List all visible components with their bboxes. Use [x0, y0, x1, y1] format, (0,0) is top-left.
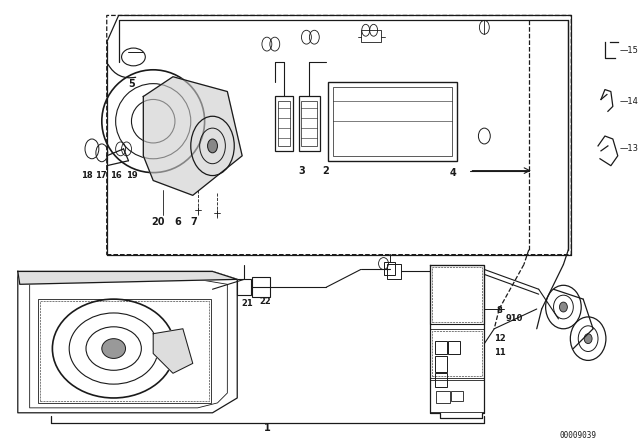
Ellipse shape — [102, 339, 125, 358]
Text: 7: 7 — [191, 217, 198, 227]
Text: 5: 5 — [129, 79, 135, 89]
Bar — [38, 299, 211, 403]
Text: 8: 8 — [496, 306, 502, 315]
Text: 2: 2 — [322, 166, 329, 176]
Bar — [40, 301, 209, 401]
Ellipse shape — [584, 334, 592, 344]
Text: 910: 910 — [506, 314, 524, 323]
Text: 1: 1 — [264, 422, 270, 433]
Bar — [278, 101, 290, 146]
Bar — [252, 277, 270, 297]
Bar — [432, 267, 483, 322]
Bar — [361, 30, 381, 42]
Bar — [237, 280, 251, 295]
Bar — [383, 262, 396, 276]
Bar — [430, 264, 484, 324]
Text: 4: 4 — [450, 168, 456, 177]
Bar — [435, 340, 447, 354]
Bar — [432, 331, 483, 376]
Text: 20: 20 — [151, 217, 164, 227]
Text: 17: 17 — [95, 171, 106, 180]
Text: 18: 18 — [81, 171, 93, 180]
Bar — [430, 329, 484, 378]
Text: 21: 21 — [241, 298, 253, 308]
Text: 3: 3 — [298, 166, 305, 176]
Bar — [301, 101, 317, 146]
Polygon shape — [18, 271, 237, 284]
Text: 11: 11 — [494, 348, 506, 357]
Bar — [333, 86, 452, 156]
Bar — [451, 391, 463, 401]
Ellipse shape — [207, 139, 218, 153]
Text: 16: 16 — [109, 171, 122, 180]
Bar — [275, 96, 292, 151]
Text: 6: 6 — [174, 217, 180, 227]
Text: 22: 22 — [259, 297, 271, 306]
Text: —13: —13 — [620, 144, 639, 153]
Text: 12: 12 — [494, 334, 506, 343]
Polygon shape — [143, 77, 242, 195]
Bar — [435, 357, 447, 372]
Polygon shape — [18, 271, 237, 413]
Bar — [430, 380, 484, 412]
Text: 00009039: 00009039 — [560, 431, 596, 440]
Ellipse shape — [559, 302, 568, 312]
Text: 19: 19 — [125, 171, 137, 180]
Bar — [435, 373, 447, 387]
Bar — [328, 82, 457, 161]
Bar — [298, 96, 320, 151]
Bar — [387, 263, 401, 280]
Bar — [436, 391, 450, 403]
Text: —14: —14 — [620, 97, 639, 106]
Text: —15: —15 — [620, 46, 639, 55]
Bar — [448, 340, 460, 354]
Polygon shape — [153, 329, 193, 373]
